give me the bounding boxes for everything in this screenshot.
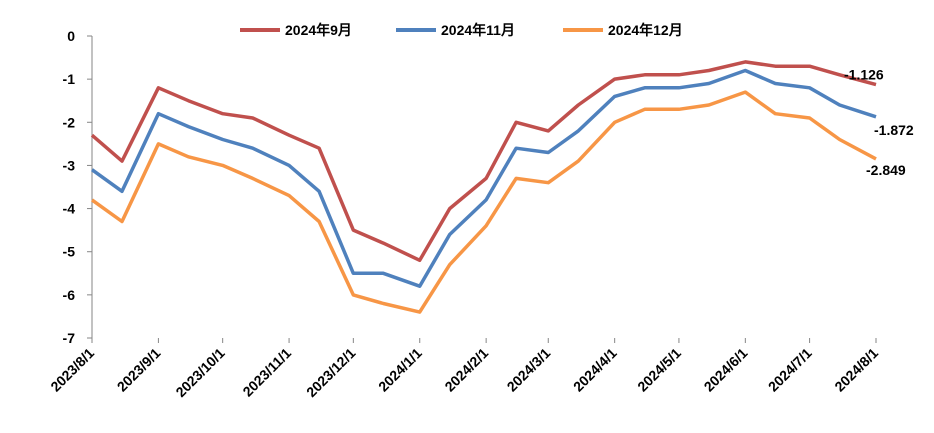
x-tick-label: 2023/8/1 [47, 345, 97, 395]
x-tick-label: 2024/8/1 [831, 345, 881, 395]
x-tick-label: 2024/1/1 [375, 345, 425, 395]
x-tick-label: 2024/6/1 [701, 345, 751, 395]
x-tick-label: 2024/7/1 [765, 345, 815, 395]
end-value-label: -1.872 [874, 122, 914, 138]
end-labels: -1.126 -1.872 -2.849 [844, 67, 914, 178]
x-tick-label: 2023/10/1 [172, 345, 228, 401]
x-tick-label: 2024/5/1 [634, 345, 684, 395]
x-axis: 2023/8/1 2023/9/1 2023/10/1 2023/11/1 2023/1… [47, 338, 881, 400]
x-tick-label: 2024/2/1 [441, 345, 491, 395]
y-tick-label: -3 [63, 157, 76, 173]
y-tick-label: -7 [63, 330, 76, 346]
x-tick-label: 2024/3/1 [504, 345, 554, 395]
legend: 2024年9月 2024年11月 2024年12月 [240, 22, 683, 38]
legend-label-2024-12: 2024年12月 [608, 22, 683, 38]
y-tick-label: 0 [67, 28, 75, 44]
end-value-label: -2.849 [866, 162, 906, 178]
y-tick-label: -4 [63, 201, 76, 217]
x-tick-label: 2023/11/1 [239, 345, 294, 400]
x-tick-label: 2023/12/1 [303, 345, 359, 401]
x-tick-label: 2023/9/1 [114, 345, 164, 395]
legend-label-2024-09: 2024年9月 [285, 22, 352, 38]
series-line-0 [90, 60, 877, 263]
y-tick-label: -1 [63, 71, 76, 87]
y-tick-label: -2 [63, 114, 76, 130]
y-tick-label: -5 [63, 244, 76, 260]
series-group [90, 60, 877, 314]
y-axis: 0 -1 -2 -3 -4 -5 -6 -7 [63, 28, 92, 346]
series-line-1 [90, 68, 877, 288]
x-tick-label: 2024/4/1 [570, 345, 620, 395]
end-value-label: -1.126 [844, 67, 884, 83]
series-line-2 [90, 90, 877, 314]
legend-label-2024-11: 2024年11月 [441, 22, 515, 38]
y-tick-label: -6 [63, 287, 76, 303]
